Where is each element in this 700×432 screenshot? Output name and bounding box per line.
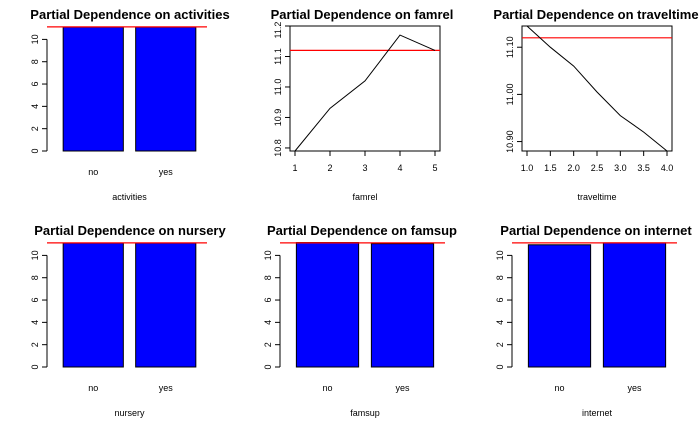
y-tick-label: 10.9 [273, 109, 283, 127]
y-tick-label: 4 [30, 320, 40, 325]
bar-no [62, 242, 124, 368]
y-tick-label: 6 [495, 298, 505, 303]
y-tick-label: 4 [495, 320, 505, 325]
y-tick-label: 0 [495, 364, 505, 369]
x-tick-label: no [88, 383, 98, 393]
chart-title: Partial Dependence on traveltime [493, 7, 698, 22]
y-tick-label: 0 [30, 148, 40, 153]
x-axis-label: internet [582, 408, 613, 418]
chart-panel-4: Partial Dependence on nursery nursery no ye… [30, 223, 226, 418]
x-tick-label: 4 [397, 163, 402, 173]
chart-panel-1: Partial Dependence on activities activiti… [30, 7, 230, 202]
y-tick-label: 0 [30, 364, 40, 369]
y-tick-label: 11.00 [505, 83, 515, 105]
y-tick-label: 10.90 [505, 130, 515, 153]
y-tick-label: 11.1 [273, 48, 283, 65]
y-tick-label: 6 [30, 82, 40, 87]
y-tick-label: 11.10 [505, 36, 515, 58]
x-tick-label: 1.5 [544, 163, 557, 173]
chart-panel-6: Partial Dependence on internet internet no… [495, 223, 692, 418]
y-tick-label: 10 [263, 250, 273, 260]
y-tick-label: 11.2 [273, 22, 283, 39]
y-tick-label: 6 [30, 298, 40, 303]
x-tick-label: no [322, 383, 332, 393]
plot-frame [521, 25, 673, 152]
partial-dependence-line [526, 25, 668, 152]
plot-frame [289, 25, 441, 152]
y-tick-label: 10 [30, 34, 40, 44]
x-axis-label: nursery [114, 408, 145, 418]
x-tick-label: 1 [292, 163, 297, 173]
y-tick-label: 0 [263, 364, 273, 369]
x-tick-label: yes [159, 383, 174, 393]
x-tick-label: 2.0 [567, 163, 580, 173]
x-tick-label: no [88, 167, 98, 177]
y-tick-label: 2 [263, 342, 273, 347]
x-tick-label: 2.5 [591, 163, 604, 173]
chart-title: Partial Dependence on internet [500, 223, 692, 238]
x-tick-label: 3.5 [637, 163, 650, 173]
y-tick-label: 6 [263, 298, 273, 303]
y-tick-label: 4 [30, 104, 40, 109]
y-tick-label: 2 [30, 342, 40, 347]
x-tick-label: 2 [327, 163, 332, 173]
x-tick-label: 3.0 [614, 163, 627, 173]
chart-panel-2: Partial Dependence on famrel famrel 1 2 3 4 5 1… [271, 7, 454, 202]
y-tick-label: 2 [30, 126, 40, 131]
x-tick-label: 1.0 [521, 163, 534, 173]
y-tick-label: 8 [263, 275, 273, 280]
partial-dependence-line [294, 34, 436, 152]
x-tick-label: 3 [362, 163, 367, 173]
bar-no [527, 244, 592, 368]
chart-title: Partial Dependence on activities [30, 7, 229, 22]
x-tick-label: yes [395, 383, 410, 393]
y-tick-label: 10.8 [273, 139, 283, 157]
x-axis-label: famsup [350, 408, 380, 418]
x-axis-label: famrel [352, 192, 377, 202]
y-tick-label: 11.0 [273, 79, 283, 96]
y-tick-label: 4 [263, 320, 273, 325]
chart-title: Partial Dependence on nursery [34, 223, 226, 238]
x-tick-label: yes [627, 383, 642, 393]
x-axis-label: activities [112, 192, 147, 202]
x-tick-label: no [554, 383, 564, 393]
chart-panel-3: Partial Dependence on traveltime travelti… [493, 7, 698, 202]
x-tick-label: yes [159, 167, 174, 177]
y-tick-label: 8 [30, 275, 40, 280]
y-tick-label: 10 [30, 250, 40, 260]
bar-yes [602, 242, 667, 368]
bar-yes [135, 242, 197, 368]
bar-yes [370, 243, 435, 368]
chart-title: Partial Dependence on famrel [271, 7, 454, 22]
chart-title: Partial Dependence on famsup [267, 223, 457, 238]
y-tick-label: 8 [30, 59, 40, 64]
x-tick-label: 5 [432, 163, 437, 173]
x-tick-label: 4.0 [661, 163, 674, 173]
y-tick-label: 8 [495, 275, 505, 280]
chart-panel-5: Partial Dependence on famsup famsup no yes 0… [263, 223, 457, 418]
bar-no [295, 242, 360, 368]
bar-yes [135, 26, 197, 152]
y-tick-label: 10 [495, 250, 505, 260]
bar-no [62, 26, 124, 152]
x-axis-label: traveltime [577, 192, 616, 202]
y-tick-label: 2 [495, 342, 505, 347]
